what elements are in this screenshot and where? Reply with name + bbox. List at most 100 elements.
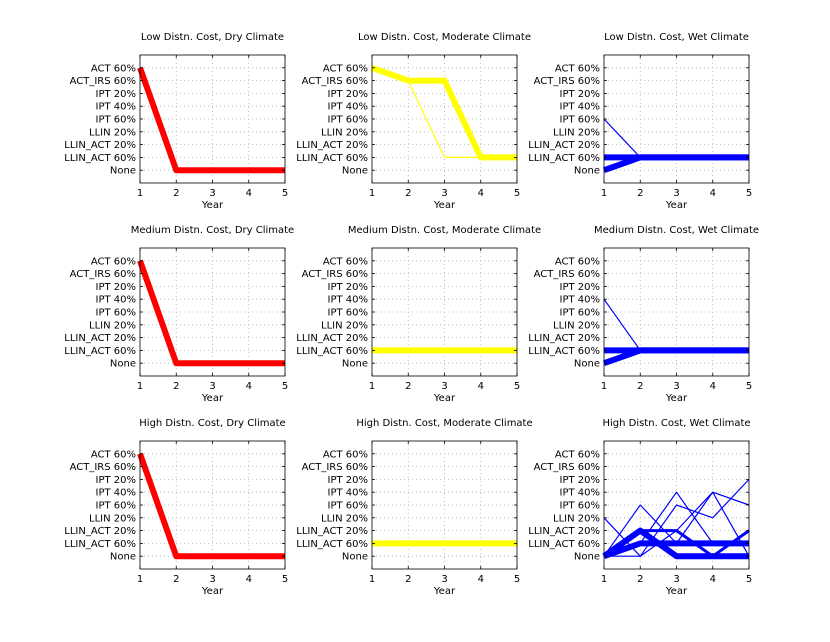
x-axis-title: Year <box>201 393 224 404</box>
series-line-3 <box>603 118 749 158</box>
y-tick-label: LLIN_ACT 60% <box>296 153 368 164</box>
y-tick-label: IPT 20% <box>328 89 369 100</box>
x-tick-label: 2 <box>637 574 643 585</box>
subplot-2: 1 2 3 4 5 None LLIN_ACT 60% LLIN_ACT 20% LLIN 20… <box>296 32 531 211</box>
y-tick-label: ACT 60% <box>555 449 600 460</box>
x-tick-label: 3 <box>209 188 215 199</box>
x-tick-label: 5 <box>282 574 288 585</box>
y-tick-label: LLIN 20% <box>553 127 600 138</box>
x-tick-label: 1 <box>137 574 143 585</box>
y-tick-label: IPT 20% <box>96 282 137 293</box>
x-tick-label: 3 <box>673 574 679 585</box>
subplot-title: High Distn. Cost, Dry Climate <box>139 418 285 429</box>
y-tick-label: None <box>110 166 136 177</box>
y-tick-label: IPT 20% <box>560 475 601 486</box>
x-tick-label: 2 <box>173 574 179 585</box>
y-tick-label: LLIN 20% <box>89 127 136 138</box>
y-tick-label: LLIN_ACT 20% <box>64 140 136 151</box>
y-tick-label: LLIN_ACT 20% <box>528 526 600 537</box>
y-tick-label: None <box>342 552 368 563</box>
y-tick-label: IPT 60% <box>560 308 601 319</box>
x-tick-label: 4 <box>246 574 252 585</box>
x-axis-title: Year <box>433 200 456 211</box>
y-tick-label: LLIN_ACT 60% <box>528 346 600 357</box>
y-tick-label: None <box>110 552 136 563</box>
subplot-title: High Distn. Cost, Moderate Climate <box>356 418 532 429</box>
x-tick-label: 1 <box>601 188 607 199</box>
y-tick-label: LLIN_ACT 60% <box>64 346 136 357</box>
y-tick-label: ACT_IRS 60% <box>302 462 368 473</box>
subplot-9: 1 2 3 4 5 None LLIN_ACT 60% LLIN_ACT 20% LLIN 20… <box>528 418 752 597</box>
subplot-title: High Distn. Cost, Wet Climate <box>602 418 750 429</box>
x-tick-label: 2 <box>405 381 411 392</box>
y-tick-label: ACT_IRS 60% <box>70 76 136 87</box>
x-tick-label: 4 <box>710 381 716 392</box>
x-tick-label: 1 <box>369 574 375 585</box>
y-tick-label: ACT_IRS 60% <box>534 462 600 473</box>
x-tick-label: 5 <box>514 381 520 392</box>
x-tick-label: 3 <box>441 574 447 585</box>
subplot-title: Medium Distn. Cost, Wet Climate <box>594 225 759 236</box>
y-tick-label: LLIN_ACT 60% <box>528 153 600 164</box>
y-tick-label: None <box>110 359 136 370</box>
y-tick-label: LLIN_ACT 20% <box>528 140 600 151</box>
y-tick-label: IPT 20% <box>96 89 137 100</box>
y-tick-label: LLIN_ACT 20% <box>528 333 600 344</box>
y-tick-label: LLIN_ACT 20% <box>296 526 368 537</box>
subplot-title: Low Distn. Cost, Moderate Climate <box>358 32 531 43</box>
subplot-title: Medium Distn. Cost, Dry Climate <box>131 225 294 236</box>
y-tick-label: ACT_IRS 60% <box>302 269 368 280</box>
y-tick-label: LLIN_ACT 60% <box>296 346 368 357</box>
y-tick-label: ACT 60% <box>323 449 368 460</box>
y-tick-label: IPT 60% <box>96 115 137 126</box>
x-tick-label: 4 <box>478 188 484 199</box>
subplot-5: 1 2 3 4 5 None LLIN_ACT 60% LLIN_ACT 20% LLIN 20… <box>296 225 541 404</box>
subplot-title: Low Distn. Cost, Wet Climate <box>604 32 749 43</box>
y-tick-label: LLIN 20% <box>321 513 368 524</box>
y-tick-label: IPT 60% <box>328 308 369 319</box>
y-tick-label: ACT 60% <box>323 63 368 74</box>
x-tick-label: 4 <box>246 381 252 392</box>
y-tick-label: LLIN_ACT 20% <box>296 333 368 344</box>
x-axis-title: Year <box>433 586 456 597</box>
y-tick-label: ACT_IRS 60% <box>534 76 600 87</box>
y-tick-label: IPT 40% <box>560 295 601 306</box>
x-tick-label: 1 <box>369 188 375 199</box>
x-tick-label: 3 <box>441 188 447 199</box>
x-tick-label: 2 <box>173 381 179 392</box>
y-tick-label: IPT 20% <box>560 89 601 100</box>
x-tick-label: 4 <box>478 381 484 392</box>
x-tick-label: 5 <box>746 381 752 392</box>
y-tick-label: IPT 40% <box>560 102 601 113</box>
x-tick-label: 5 <box>282 188 288 199</box>
x-tick-label: 5 <box>514 188 520 199</box>
y-tick-label: ACT 60% <box>555 63 600 74</box>
x-tick-label: 1 <box>601 574 607 585</box>
y-tick-label: LLIN_ACT 60% <box>528 539 600 550</box>
x-tick-label: 5 <box>746 188 752 199</box>
y-tick-label: ACT_IRS 60% <box>70 269 136 280</box>
y-tick-label: LLIN_ACT 20% <box>296 140 368 151</box>
y-tick-label: LLIN_ACT 20% <box>64 526 136 537</box>
y-tick-label: IPT 60% <box>96 308 137 319</box>
x-tick-label: 5 <box>282 381 288 392</box>
y-tick-label: IPT 20% <box>328 282 369 293</box>
y-tick-label: ACT 60% <box>91 449 136 460</box>
y-tick-label: IPT 40% <box>328 488 369 499</box>
x-axis-title: Year <box>665 393 688 404</box>
y-tick-label: IPT 20% <box>328 475 369 486</box>
y-tick-label: IPT 40% <box>560 488 601 499</box>
x-tick-label: 4 <box>478 574 484 585</box>
y-tick-label: IPT 60% <box>560 115 601 126</box>
subplot-1: 1 2 3 4 5 None LLIN_ACT 60% LLIN_ACT 20% LLIN 20… <box>64 32 288 211</box>
series-line-4 <box>603 478 750 557</box>
series-line-1 <box>137 66 285 174</box>
y-tick-label: ACT_IRS 60% <box>534 269 600 280</box>
y-tick-label: LLIN_ACT 20% <box>64 333 136 344</box>
y-tick-label: LLIN 20% <box>89 513 136 524</box>
y-tick-label: IPT 20% <box>96 475 137 486</box>
x-axis-title: Year <box>433 393 456 404</box>
series-line-1 <box>137 259 285 367</box>
subplot-6: 1 2 3 4 5 None LLIN_ACT 60% LLIN_ACT 20% LLIN 20… <box>528 225 759 404</box>
